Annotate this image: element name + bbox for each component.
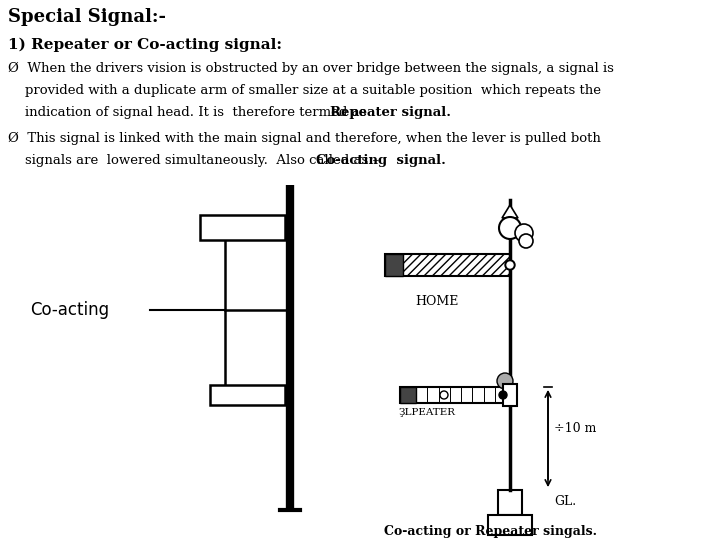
Text: indication of signal head. It is  therefore termed as: indication of signal head. It is therefo…	[8, 106, 371, 119]
Circle shape	[505, 260, 515, 270]
Bar	[400, 387, 416, 403]
Bar	[498, 490, 522, 515]
Text: 1) Repeater or Co-acting signal:: 1) Repeater or Co-acting signal:	[8, 38, 282, 52]
Text: Co-acting  signal.: Co-acting signal.	[316, 154, 446, 167]
Bar	[385, 254, 403, 276]
Bar	[385, 254, 510, 276]
Text: Special Signal:-: Special Signal:-	[8, 8, 166, 26]
Text: provided with a duplicate arm of smaller size at a suitable position  which repe: provided with a duplicate arm of smaller…	[8, 84, 601, 97]
Bar	[503, 384, 517, 406]
Polygon shape	[502, 205, 518, 218]
Text: Co-acting or Repeater singals.: Co-acting or Repeater singals.	[384, 525, 596, 538]
Text: Ø  This signal is linked with the main signal and therefore, when the lever is p: Ø This signal is linked with the main si…	[8, 132, 601, 145]
Text: Repeater signal.: Repeater signal.	[330, 106, 451, 119]
Text: ҘLPEATER: ҘLPEATER	[398, 408, 455, 417]
Bar	[488, 515, 532, 535]
Text: Co-acting: Co-acting	[30, 301, 109, 319]
Text: signals are  lowered simultaneously.  Also called as –: signals are lowered simultaneously. Also…	[8, 154, 383, 167]
Text: Ø  When the drivers vision is obstructed by an over bridge between the signals, : Ø When the drivers vision is obstructed …	[8, 62, 614, 75]
Circle shape	[499, 391, 507, 399]
Circle shape	[507, 262, 513, 268]
Text: HOME: HOME	[415, 295, 459, 308]
Circle shape	[497, 373, 513, 389]
Bar	[200, 215, 285, 240]
Text: GL.: GL.	[554, 495, 576, 508]
Text: ÷10 m: ÷10 m	[554, 422, 596, 435]
Circle shape	[515, 224, 533, 242]
Bar	[210, 385, 285, 405]
Circle shape	[440, 391, 448, 399]
Circle shape	[519, 234, 533, 248]
Bar	[400, 387, 508, 403]
Circle shape	[499, 217, 521, 239]
